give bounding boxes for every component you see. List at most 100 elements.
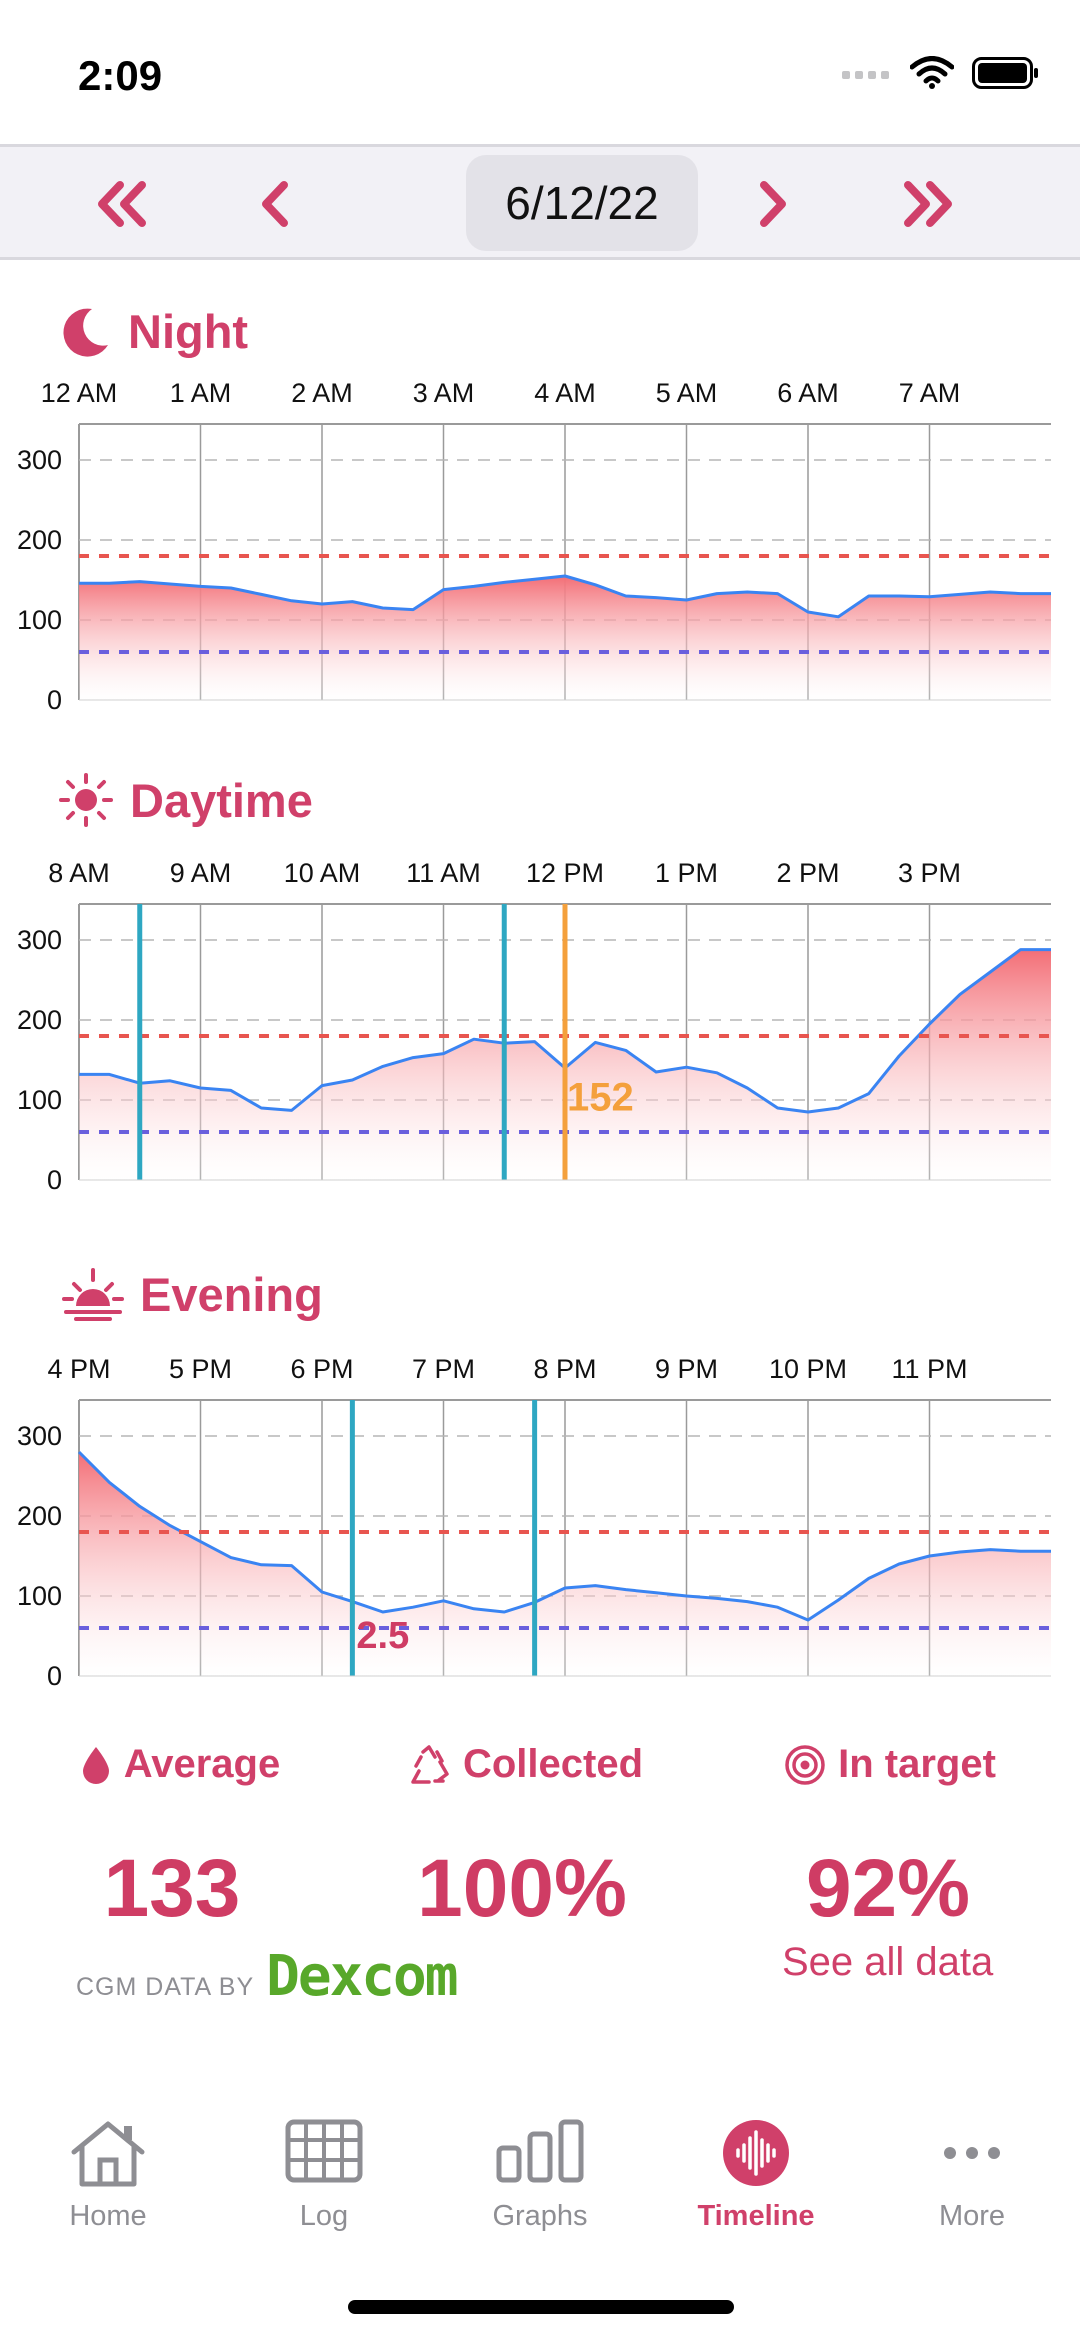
x-tick-label: 1 AM bbox=[170, 378, 232, 408]
tab-graphs-label: Graphs bbox=[492, 2200, 588, 2232]
next-day-button[interactable] bbox=[732, 169, 812, 239]
y-tick-label: 300 bbox=[17, 1421, 62, 1451]
x-tick-label: 12 PM bbox=[526, 858, 604, 888]
cgm-attribution: CGM DATA BY Dexcom bbox=[76, 1944, 458, 2009]
x-tick-label: 2 AM bbox=[291, 378, 353, 408]
y-tick-label: 100 bbox=[17, 605, 62, 635]
wifi-icon bbox=[910, 56, 954, 89]
tab-timeline[interactable]: Timeline bbox=[648, 2100, 864, 2260]
tab-timeline-label: Timeline bbox=[697, 2200, 815, 2232]
x-tick-label: 3 PM bbox=[898, 858, 961, 888]
y-tick-label: 100 bbox=[17, 1581, 62, 1611]
average-value: 133 bbox=[103, 1843, 241, 1934]
daytime-title: Daytime bbox=[130, 773, 313, 827]
evening-title: Evening bbox=[140, 1267, 323, 1321]
double-chevron-right-icon bbox=[904, 181, 952, 227]
x-tick-label: 9 PM bbox=[655, 1354, 718, 1384]
double-chevron-left-icon bbox=[98, 181, 146, 227]
x-tick-label: 11 AM bbox=[406, 858, 481, 888]
cgm-label: CGM DATA BY bbox=[76, 1973, 255, 2001]
tab-home[interactable]: Home bbox=[0, 2100, 216, 2260]
drop-icon bbox=[82, 1746, 109, 1784]
next-week-button[interactable] bbox=[888, 169, 968, 239]
chevron-right-icon bbox=[760, 181, 786, 227]
ellipsis-icon bbox=[944, 2147, 1000, 2159]
y-tick-label: 0 bbox=[47, 1165, 62, 1190]
x-tick-label: 5 AM bbox=[656, 378, 718, 408]
x-tick-label: 3 AM bbox=[413, 378, 475, 408]
tab-log-label: Log bbox=[299, 2200, 349, 2232]
night-title: Night bbox=[128, 305, 249, 358]
date-navigator: 6/12/22 bbox=[0, 144, 1080, 260]
tab-more-label: More bbox=[938, 2200, 1006, 2232]
dexcom-logo: Dexcom bbox=[266, 1944, 458, 2009]
night-section-title: Night bbox=[58, 304, 248, 359]
chevron-left-icon bbox=[262, 181, 288, 227]
tab-home-label: Home bbox=[69, 2200, 147, 2232]
cellular-signal-icon bbox=[842, 71, 889, 79]
tab-more[interactable]: More bbox=[864, 2100, 1080, 2260]
x-tick-label: 5 PM bbox=[169, 1354, 232, 1384]
insulin-dose-label: 2.5 bbox=[356, 1615, 409, 1657]
y-tick-label: 200 bbox=[17, 1005, 62, 1035]
tab-bar: Home Log Graphs bbox=[0, 2100, 1080, 2280]
recycle-icon bbox=[411, 1744, 449, 1784]
x-tick-label: 10 PM bbox=[769, 1354, 847, 1384]
x-tick-label: 2 PM bbox=[776, 858, 839, 888]
tab-graphs[interactable]: Graphs bbox=[432, 2100, 648, 2260]
sun-icon bbox=[59, 773, 113, 827]
current-date-button[interactable]: 6/12/22 bbox=[466, 155, 698, 251]
collected-label: Collected bbox=[462, 1742, 644, 1786]
status-icons bbox=[842, 56, 1040, 90]
x-tick-label: 12 AM bbox=[41, 378, 118, 408]
target-icon bbox=[785, 1744, 825, 1785]
previous-week-button[interactable] bbox=[82, 169, 162, 239]
x-tick-label: 6 AM bbox=[777, 378, 839, 408]
average-label: Average bbox=[123, 1742, 281, 1786]
daytime-section-title: Daytime bbox=[58, 772, 313, 828]
previous-day-button[interactable] bbox=[236, 169, 316, 239]
house-icon bbox=[71, 2121, 145, 2187]
x-tick-label: 10 AM bbox=[284, 858, 361, 888]
y-tick-label: 300 bbox=[17, 925, 62, 955]
status-bar: 2:09 bbox=[0, 0, 1080, 140]
evening-section-title: Evening bbox=[62, 1266, 323, 1322]
y-tick-label: 0 bbox=[47, 685, 62, 710]
grid-icon bbox=[285, 2119, 363, 2183]
average-stat: Average bbox=[0, 1742, 360, 1787]
collected-stat: Collected bbox=[345, 1742, 705, 1787]
x-tick-label: 8 AM bbox=[48, 858, 110, 888]
y-tick-label: 200 bbox=[17, 1501, 62, 1531]
battery-icon bbox=[972, 57, 1038, 89]
x-tick-label: 8 PM bbox=[533, 1354, 596, 1384]
moon-icon bbox=[63, 308, 108, 357]
waveform-icon bbox=[723, 2120, 789, 2186]
daytime-glucose-chart: 8 AM 9 AM 10 AM 11 AM 12 PM 1 PM 2 PM 3 PM 0 100 2… bbox=[17, 858, 1051, 1190]
x-tick-label: 11 PM bbox=[891, 1354, 967, 1384]
y-tick-label: 200 bbox=[17, 525, 62, 555]
x-tick-label: 7 PM bbox=[412, 1354, 475, 1384]
status-time: 2:09 bbox=[78, 52, 163, 99]
home-indicator bbox=[348, 2300, 734, 2314]
collected-value: 100% bbox=[417, 1843, 627, 1934]
night-glucose-chart: 12 AM 1 AM 2 AM 3 AM 4 AM 5 AM 6 AM 7 AM 0 100 200… bbox=[17, 378, 1051, 710]
in-target-stat: In target bbox=[710, 1742, 1070, 1787]
x-tick-label: 4 PM bbox=[47, 1354, 110, 1384]
see-all-data-link[interactable]: See all data bbox=[782, 1940, 994, 1984]
tab-log[interactable]: Log bbox=[216, 2100, 432, 2260]
y-tick-label: 100 bbox=[17, 1085, 62, 1115]
current-value-label: 152 bbox=[567, 1075, 634, 1119]
y-tick-label: 300 bbox=[17, 445, 62, 475]
glucose-area bbox=[79, 576, 1051, 700]
x-tick-label: 9 AM bbox=[170, 858, 232, 888]
glucose-area bbox=[79, 949, 1051, 1180]
in-target-value: 92% bbox=[805, 1843, 971, 1934]
evening-glucose-chart: 4 PM 5 PM 6 PM 7 PM 8 PM 9 PM 10 PM 11 PM 0 100 20… bbox=[17, 1354, 1051, 1686]
bar-chart-icon bbox=[496, 2119, 584, 2183]
x-tick-label: 4 AM bbox=[534, 378, 596, 408]
glucose-line bbox=[79, 574, 1051, 619]
sunset-icon bbox=[62, 1268, 124, 1321]
x-tick-label: 1 PM bbox=[655, 858, 718, 888]
in-target-label: In target bbox=[838, 1742, 996, 1786]
y-tick-label: 0 bbox=[47, 1661, 62, 1686]
